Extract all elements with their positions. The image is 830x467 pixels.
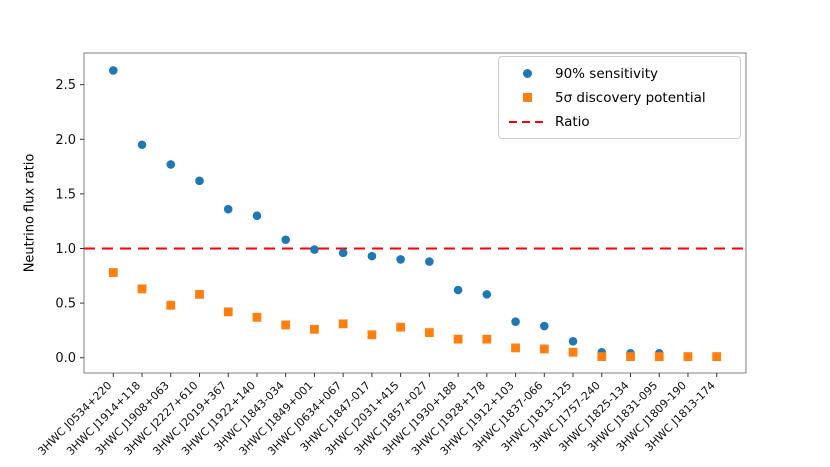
data-point-discovery: [683, 352, 693, 362]
data-point-discovery: [712, 352, 722, 362]
data-point-sensitivity: [310, 245, 319, 254]
data-point-sensitivity: [338, 248, 348, 258]
data-point-discovery: [281, 320, 291, 330]
data-point-discovery: [223, 307, 233, 317]
legend-marker-cell: [507, 69, 547, 78]
data-point-discovery: [396, 322, 406, 332]
legend-label-ratio: Ratio: [555, 113, 590, 130]
y-tick-label: 1.0: [55, 242, 76, 257]
plot-border: [83, 52, 747, 374]
data-point-sensitivity: [425, 257, 434, 266]
square-marker-icon: [522, 93, 532, 102]
chart-legend: 90% sensitivity 5σ discovery potential R…: [498, 56, 741, 139]
data-point-sensitivity: [396, 255, 405, 264]
data-point-sensitivity: [453, 285, 463, 295]
legend-label-discovery: 5σ discovery potential: [555, 89, 706, 106]
y-axis-label: Neutrino flux ratio: [22, 153, 38, 273]
data-point-discovery: [252, 312, 262, 322]
data-point-discovery: [166, 300, 176, 310]
data-point-discovery: [654, 352, 664, 362]
data-point-discovery: [482, 334, 492, 344]
data-point-sensitivity: [223, 204, 233, 214]
data-point-discovery: [367, 330, 377, 340]
data-point-discovery: [195, 289, 204, 299]
data-point-sensitivity: [511, 317, 520, 326]
y-tick-label: 2.5: [55, 78, 76, 93]
data-point-discovery: [137, 284, 147, 294]
data-point-discovery: [626, 352, 635, 362]
y-tick-label: 2.0: [55, 133, 76, 148]
data-point-discovery: [539, 344, 549, 354]
data-point-discovery: [568, 347, 578, 357]
data-point-sensitivity: [482, 290, 492, 299]
data-point-discovery: [453, 334, 463, 344]
y-tick-label: 1.5: [55, 187, 76, 202]
circle-marker-icon: [522, 69, 532, 78]
data-point-discovery: [310, 324, 319, 334]
data-point-sensitivity: [195, 176, 204, 186]
data-point-discovery: [424, 328, 434, 337]
data-point-sensitivity: [252, 211, 262, 221]
data-point-sensitivity: [166, 160, 176, 169]
legend-item-sensitivity: 90% sensitivity: [507, 63, 730, 84]
legend-item-discovery: 5σ discovery potential: [507, 87, 730, 108]
legend-marker-cell: [507, 120, 547, 124]
data-point-sensitivity: [540, 321, 549, 331]
legend-marker-cell: [507, 93, 547, 102]
data-point-discovery: [108, 268, 118, 277]
legend-item-ratio: Ratio: [507, 111, 730, 132]
y-tick-label: 0.0: [55, 351, 76, 366]
data-point-sensitivity: [367, 251, 377, 261]
data-point-discovery: [511, 343, 520, 353]
legend-label-sensitivity: 90% sensitivity: [555, 65, 659, 82]
data-point-sensitivity: [109, 66, 118, 75]
dashed-line-icon: [509, 120, 545, 123]
data-point-discovery: [338, 319, 348, 329]
data-point-sensitivity: [137, 140, 147, 150]
data-point-sensitivity: [568, 337, 578, 346]
data-point-sensitivity: [281, 235, 291, 245]
data-point-discovery: [597, 352, 607, 362]
y-tick-label: 0.5: [55, 297, 76, 312]
